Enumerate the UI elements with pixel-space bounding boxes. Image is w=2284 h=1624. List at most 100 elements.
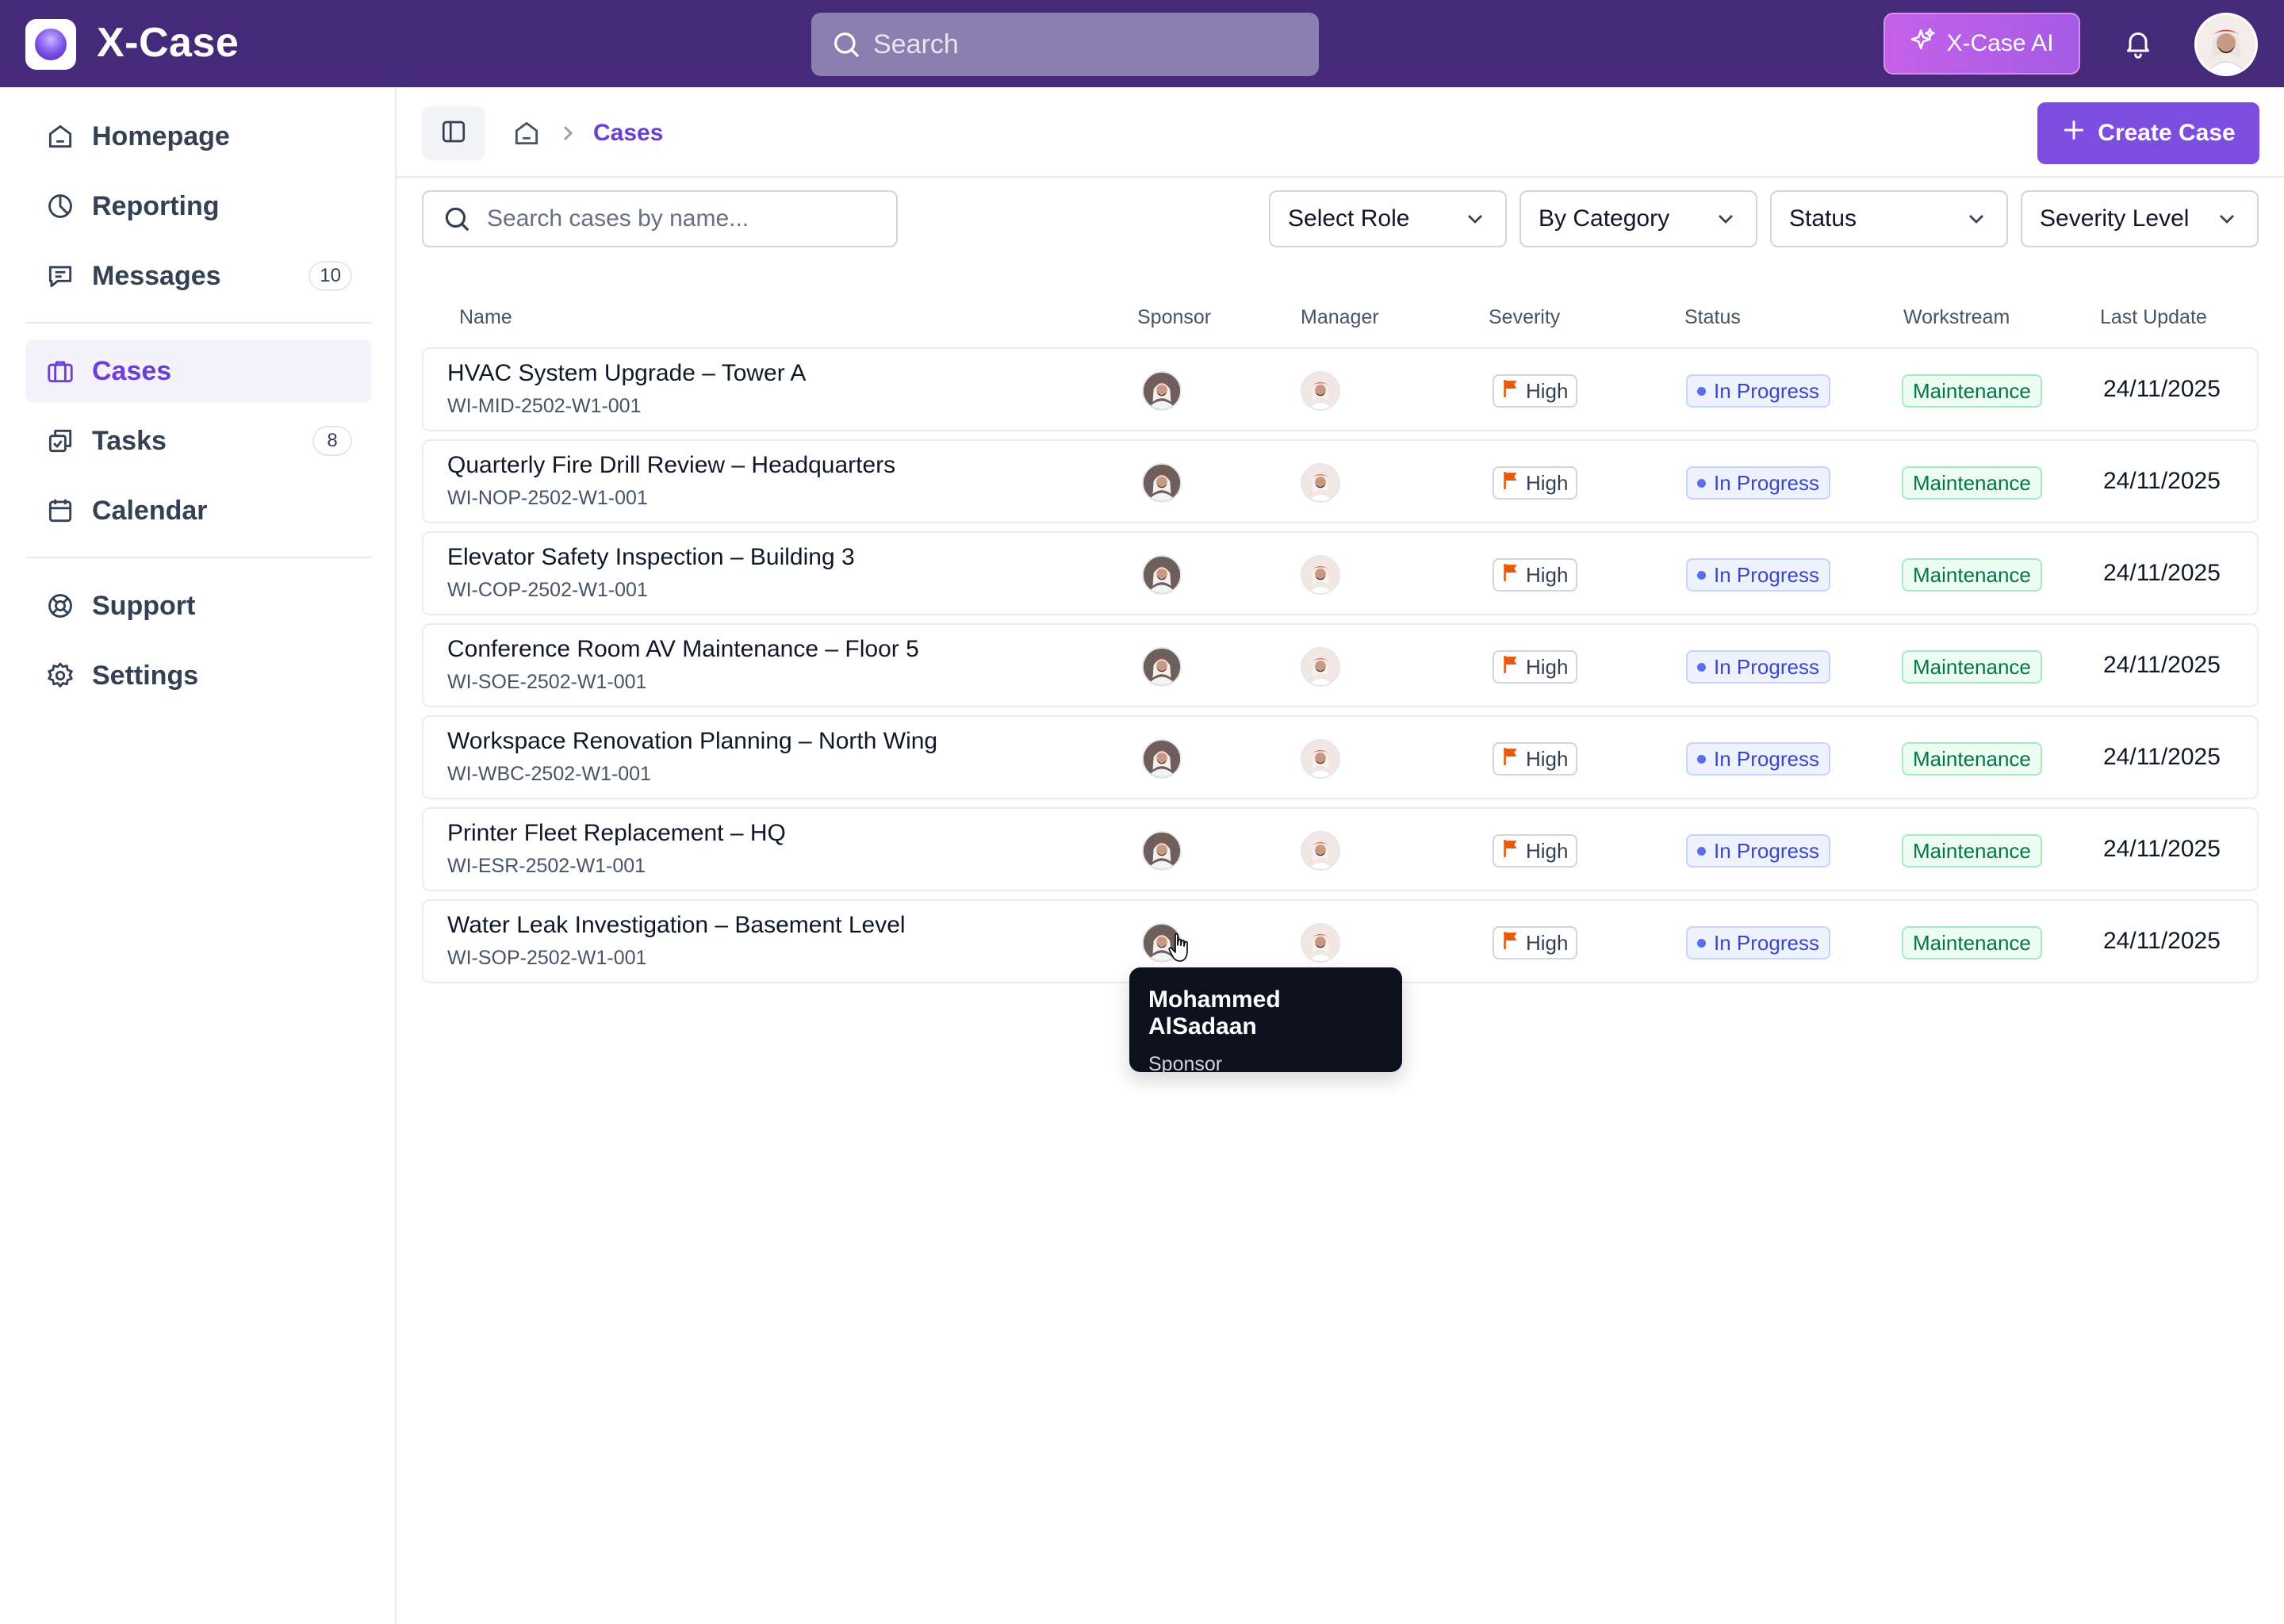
- sidebar-item-calendar[interactable]: Calendar: [25, 479, 371, 542]
- manager-avatar[interactable]: [1301, 371, 1340, 411]
- table-row[interactable]: Quarterly Fire Drill Review – Headquarte…: [422, 439, 2259, 523]
- severity-label: High: [1526, 654, 1569, 679]
- severity-badge: High: [1493, 466, 1578, 500]
- case-name[interactable]: Workspace Renovation Planning – North Wi…: [447, 728, 938, 754]
- table-row[interactable]: Elevator Safety Inspection – Building 3 …: [422, 531, 2259, 615]
- user-avatar[interactable]: [2194, 13, 2258, 76]
- severity-badge: High: [1493, 834, 1578, 868]
- last-update-date: 24/11/2025: [2103, 744, 2221, 770]
- workstream-label: Maintenance: [1913, 838, 2031, 863]
- workstream-badge: Maintenance: [1902, 466, 2042, 500]
- ai-assistant-button[interactable]: X-Case AI: [1884, 13, 2080, 75]
- column-header-manager[interactable]: Manager: [1301, 306, 1379, 328]
- workstream-label: Maintenance: [1913, 562, 2031, 587]
- severity-badge: High: [1493, 650, 1578, 684]
- column-header-severity[interactable]: Severity: [1489, 306, 1561, 328]
- case-name[interactable]: Water Leak Investigation – Basement Leve…: [447, 912, 906, 938]
- status-badge: In Progress: [1686, 742, 1830, 776]
- status-dot: [1697, 478, 1706, 488]
- case-name[interactable]: Printer Fleet Replacement – HQ: [447, 820, 786, 846]
- table-row[interactable]: Conference Room AV Maintenance – Floor 5…: [422, 623, 2259, 707]
- workstream-label: Maintenance: [1913, 378, 2031, 403]
- case-name[interactable]: HVAC System Upgrade – Tower A: [447, 360, 807, 386]
- workstream-badge: Maintenance: [1902, 834, 2042, 868]
- global-search-input[interactable]: Search: [811, 13, 1319, 76]
- manager-avatar[interactable]: [1301, 463, 1340, 503]
- workstream-label: Maintenance: [1913, 654, 2031, 679]
- status-label: In Progress: [1714, 838, 1819, 863]
- sidebar-item-label: Homepage: [92, 121, 230, 151]
- case-code: WI-COP-2502-W1-001: [447, 579, 648, 601]
- manager-avatar[interactable]: [1301, 739, 1340, 779]
- column-header-workstream[interactable]: Workstream: [1903, 306, 2010, 328]
- sponsor-tooltip: Mohammed AlSadaan Sponsor: [1129, 967, 1402, 1075]
- sponsor-avatar[interactable]: [1142, 647, 1182, 687]
- sidebar-toggle-button[interactable]: [422, 106, 485, 160]
- status-dot: [1697, 938, 1706, 948]
- sidebar-divider: [25, 557, 371, 558]
- messages-count-badge: 10: [308, 261, 352, 291]
- severity-filter-select[interactable]: Severity Level: [2021, 190, 2259, 247]
- plus-icon: [2061, 117, 2087, 149]
- category-filter-select[interactable]: By Category: [1519, 190, 1757, 247]
- tooltip-name: Mohammed AlSadaan: [1148, 986, 1281, 1040]
- sidebar-item-label: Calendar: [92, 495, 208, 526]
- case-name[interactable]: Quarterly Fire Drill Review – Headquarte…: [447, 452, 896, 478]
- notification-bell-icon[interactable]: [2119, 24, 2157, 62]
- hand-cursor-icon: [1167, 933, 1193, 964]
- sponsor-avatar[interactable]: [1142, 555, 1182, 595]
- last-update-date: 24/11/2025: [2103, 560, 2221, 586]
- severity-label: High: [1526, 470, 1569, 495]
- table-row[interactable]: HVAC System Upgrade – Tower A WI-MID-250…: [422, 347, 2259, 431]
- column-header-last-update[interactable]: Last Update: [2100, 306, 2207, 328]
- sidebar-item-settings[interactable]: Settings: [25, 644, 371, 707]
- sidebar-item-support[interactable]: Support: [25, 574, 371, 638]
- case-search-placeholder: Search cases by name...: [487, 205, 749, 232]
- case-code: WI-SOE-2502-W1-001: [447, 671, 647, 693]
- breadcrumb-home-icon[interactable]: [511, 117, 542, 149]
- sidebar: Homepage Reporting Messages 10 Cases Tas…: [0, 87, 397, 1624]
- column-header-sponsor[interactable]: Sponsor: [1137, 306, 1212, 328]
- severity-badge: High: [1493, 558, 1578, 592]
- status-filter-label: Status: [1789, 205, 1857, 232]
- workstream-label: Maintenance: [1913, 746, 2031, 771]
- sponsor-avatar[interactable]: [1142, 831, 1182, 871]
- app-logo[interactable]: [25, 19, 76, 70]
- sponsor-avatar[interactable]: [1142, 463, 1182, 503]
- sidebar-item-reporting[interactable]: Reporting: [25, 174, 371, 238]
- tasks-icon: [44, 425, 76, 457]
- status-filter-select[interactable]: Status: [1770, 190, 2008, 247]
- role-filter-select[interactable]: Select Role: [1269, 190, 1507, 247]
- column-header-status[interactable]: Status: [1684, 306, 1741, 328]
- create-case-button[interactable]: Create Case: [2037, 102, 2259, 164]
- sidebar-item-messages[interactable]: Messages 10: [25, 244, 371, 308]
- top-bar: X-Case Search X-Case AI: [0, 0, 2284, 87]
- sidebar-item-homepage[interactable]: Homepage: [25, 105, 371, 168]
- sidebar-item-cases[interactable]: Cases: [25, 339, 371, 403]
- case-name[interactable]: Conference Room AV Maintenance – Floor 5: [447, 636, 919, 662]
- sponsor-avatar[interactable]: [1142, 739, 1182, 779]
- sidebar-item-label: Messages: [92, 260, 221, 291]
- flag-icon: [1502, 839, 1519, 864]
- severity-badge: High: [1493, 374, 1578, 408]
- column-header-name[interactable]: Name: [459, 306, 512, 328]
- sidebar-item-label: Cases: [92, 355, 172, 386]
- status-label: In Progress: [1714, 562, 1819, 587]
- manager-avatar[interactable]: [1301, 831, 1340, 871]
- table-row[interactable]: Printer Fleet Replacement – HQ WI-ESR-25…: [422, 807, 2259, 891]
- chevron-down-icon: [1462, 206, 1488, 232]
- sidebar-item-label: Settings: [92, 660, 199, 691]
- sidebar-item-tasks[interactable]: Tasks 8: [25, 409, 371, 473]
- table-row[interactable]: Workspace Renovation Planning – North Wi…: [422, 715, 2259, 799]
- case-code: WI-NOP-2502-W1-001: [447, 487, 648, 509]
- case-search-input[interactable]: Search cases by name...: [422, 190, 898, 247]
- manager-avatar[interactable]: [1301, 923, 1340, 963]
- sponsor-avatar[interactable]: [1142, 371, 1182, 411]
- manager-avatar[interactable]: [1301, 647, 1340, 687]
- status-label: In Progress: [1714, 470, 1819, 495]
- case-name[interactable]: Elevator Safety Inspection – Building 3: [447, 544, 855, 570]
- tooltip-role: Sponsor: [1148, 1053, 1223, 1075]
- manager-avatar[interactable]: [1301, 555, 1340, 595]
- sidebar-item-label: Support: [92, 590, 196, 621]
- last-update-date: 24/11/2025: [2103, 652, 2221, 678]
